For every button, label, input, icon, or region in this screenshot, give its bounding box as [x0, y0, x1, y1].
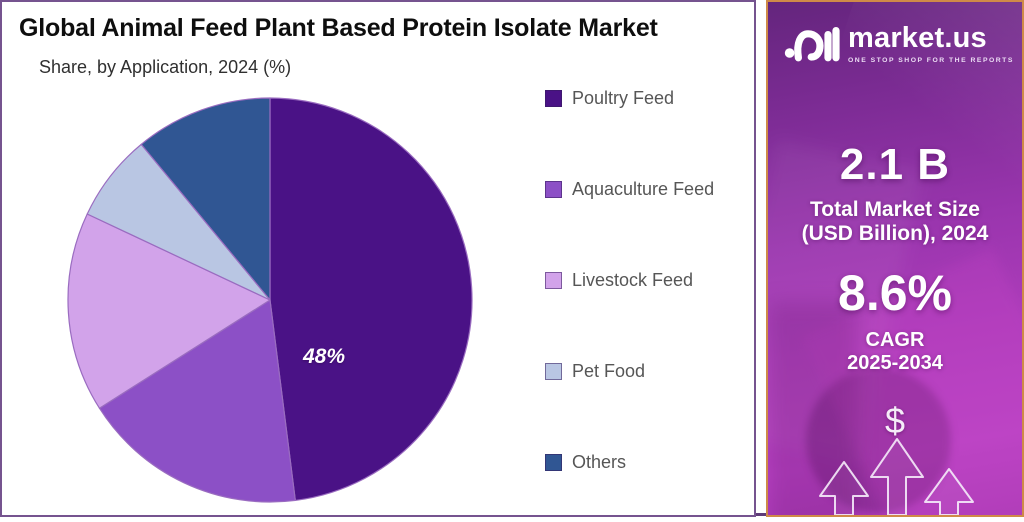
dollar-icon: $	[884, 400, 906, 441]
brand-logo: market.us ONE STOP SHOP FOR THE REPORTS	[784, 24, 1014, 66]
chart-subtitle: Share, by Application, 2024 (%)	[39, 57, 292, 77]
pie-slice	[67, 213, 271, 409]
legend-item: Aquaculture Feed	[545, 178, 715, 199]
legend-swatch	[545, 271, 562, 289]
pie-slice	[269, 97, 473, 502]
legend-label: Pet Food	[572, 360, 646, 381]
legend-label: Aquaculture Feed	[572, 178, 715, 199]
market-size-value: 2.1 B	[839, 140, 951, 189]
legend-swatch	[545, 362, 562, 380]
logo-tagline: ONE STOP SHOP FOR THE REPORTS	[848, 57, 1014, 64]
pie-chart: 48%	[65, 95, 475, 505]
brand-panel: market.us ONE STOP SHOP FOR THE REPORTS …	[766, 0, 1024, 517]
legend-item: Others	[545, 451, 714, 472]
legend-label: Others	[572, 451, 627, 472]
market-size-label: Total Market Size (USD Billion), 2024	[768, 198, 1022, 246]
legend: Poultry Feed Aquaculture Feed Livestock Fe…	[545, 87, 715, 472]
cagr-label-line1: CAGR	[865, 329, 925, 351]
legend-item: Poultry Feed	[545, 87, 714, 108]
cagr-label: CAGR 2025-2034	[768, 329, 1022, 375]
chart-title: Global Animal Feed Plant Based Protein I…	[19, 14, 658, 42]
legend-label: Poultry Feed	[572, 87, 675, 108]
chart-card: Global Animal Feed Plant Based Protein I…	[0, 0, 756, 517]
pie-slice	[98, 299, 296, 503]
market-logo-icon	[784, 27, 840, 62]
legend-swatch	[545, 89, 562, 107]
market-size-label-line1: Total Market Size	[810, 198, 980, 221]
legend-swatch	[545, 180, 562, 198]
pie-slice	[140, 97, 271, 301]
cagr-value: 8.6%	[838, 265, 952, 321]
legend-item: Pet Food	[545, 360, 714, 381]
legend-item: Livestock Feed	[545, 269, 714, 290]
market-size-label-line2: (USD Billion), 2024	[801, 222, 989, 246]
legend-swatch	[545, 453, 562, 471]
logo-wordmark: market.us	[848, 22, 987, 54]
pie-svg	[67, 97, 473, 503]
cagr-label-line2: 2025-2034	[847, 352, 943, 374]
growth-arrows-icon	[819, 438, 974, 515]
pie-slice-label: 48%	[302, 345, 346, 368]
legend-label: Livestock Feed	[572, 269, 694, 290]
